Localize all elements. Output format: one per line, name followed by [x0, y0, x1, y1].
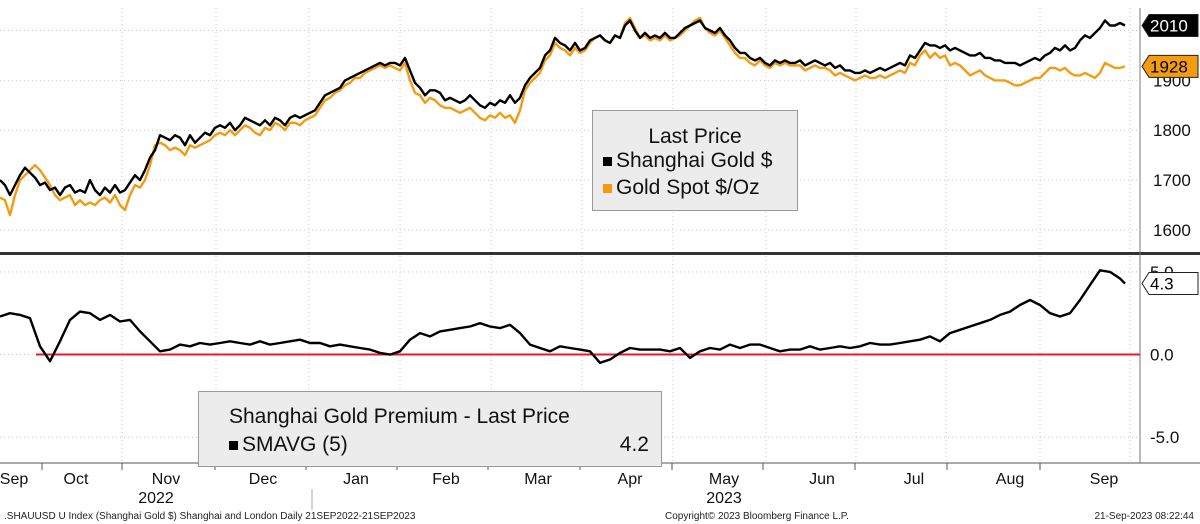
legend-label-gold-spot: Gold Spot $/Oz [616, 176, 760, 199]
last-value-badge-smavg: 4.3 [1141, 271, 1199, 295]
x-tick-label-aug-11: Aug [996, 471, 1024, 488]
legend-swatch-gold-spot [603, 184, 612, 193]
x-tick-label-oct-1: Oct [64, 471, 89, 488]
legend-item-gold-spot: Gold Spot $/Oz [603, 176, 760, 200]
x-tick-label-sep-0: Sep [0, 471, 28, 488]
x-tick-label-jan-4: Jan [343, 471, 369, 488]
last-value-badge-shanghai-gold: 2010 [1141, 13, 1199, 37]
legend-swatch-smavg [229, 441, 238, 450]
last-value-badge-gold-spot-value: 1928 [1150, 57, 1188, 76]
y-tick-top: 1700 [1153, 171, 1191, 190]
legend-label-shanghai-gold: Shanghai Gold $ [616, 149, 773, 172]
y-tick-top: 1800 [1153, 121, 1191, 140]
series-line-shanghai-gold [0, 19, 1126, 197]
x-tick-label-jul-10: Jul [904, 471, 924, 488]
panel-separator [0, 252, 1200, 255]
legend-item-smavg: SMAVG (5) [229, 433, 348, 457]
y-tick-bottom: -5.0 [1150, 428, 1179, 447]
legend-bottom-panel: Shanghai Gold Premium - Last Price SMAVG… [198, 391, 662, 467]
legend-item-shanghai-gold: Shanghai Gold $ [603, 149, 772, 173]
x-year-label-2022: 2022 [138, 490, 174, 507]
series-line-smavg [0, 269, 1126, 364]
legend-top-title: Last Price [648, 125, 742, 148]
series-line-gold-spot [0, 16, 1126, 217]
y-tick-bottom: 0.0 [1150, 346, 1174, 365]
last-value-badge-smavg-shape [1141, 271, 1199, 295]
x-tick-label-nov-2: Nov [152, 471, 180, 488]
last-value-badge-smavg-value: 4.3 [1150, 274, 1174, 293]
footer-source: .SHAUUSD U Index (Shanghai Gold $) Shang… [4, 511, 416, 522]
legend-label-smavg: SMAVG (5) [242, 433, 348, 456]
footer-timestamp: 21-Sep-2023 08:22:44 [1094, 511, 1194, 522]
last-value-badge-shanghai-gold-shape [1141, 13, 1199, 37]
x-tick-label-may-8: May [709, 471, 739, 488]
legend-swatch-shanghai-gold [603, 157, 612, 166]
last-value-badge-gold-spot-shape [1141, 54, 1199, 78]
legend-bottom-title: Shanghai Gold Premium - Last Price [229, 405, 570, 428]
x-tick-label-feb-5: Feb [432, 471, 460, 488]
x-tick-label-sep-12: Sep [1090, 471, 1119, 488]
legend-value-smavg: 4.2 [619, 433, 649, 456]
footer-copyright: Copyright© 2023 Bloomberg Finance L.P. [665, 511, 849, 522]
y-tick-top: 1600 [1153, 221, 1191, 240]
x-tick-label-jun-9: Jun [809, 471, 835, 488]
x-tick-label-apr-7: Apr [618, 471, 644, 488]
last-value-badge-shanghai-gold-value: 2010 [1150, 16, 1188, 35]
x-year-label-2023: 2023 [706, 490, 742, 507]
x-tick-label-mar-6: Mar [524, 471, 552, 488]
x-tick-label-dec-3: Dec [249, 471, 277, 488]
legend-top-panel: Last Price Shanghai Gold $ Gold Spot $/O… [592, 110, 798, 211]
last-value-badge-gold-spot: 1928 [1141, 54, 1199, 78]
